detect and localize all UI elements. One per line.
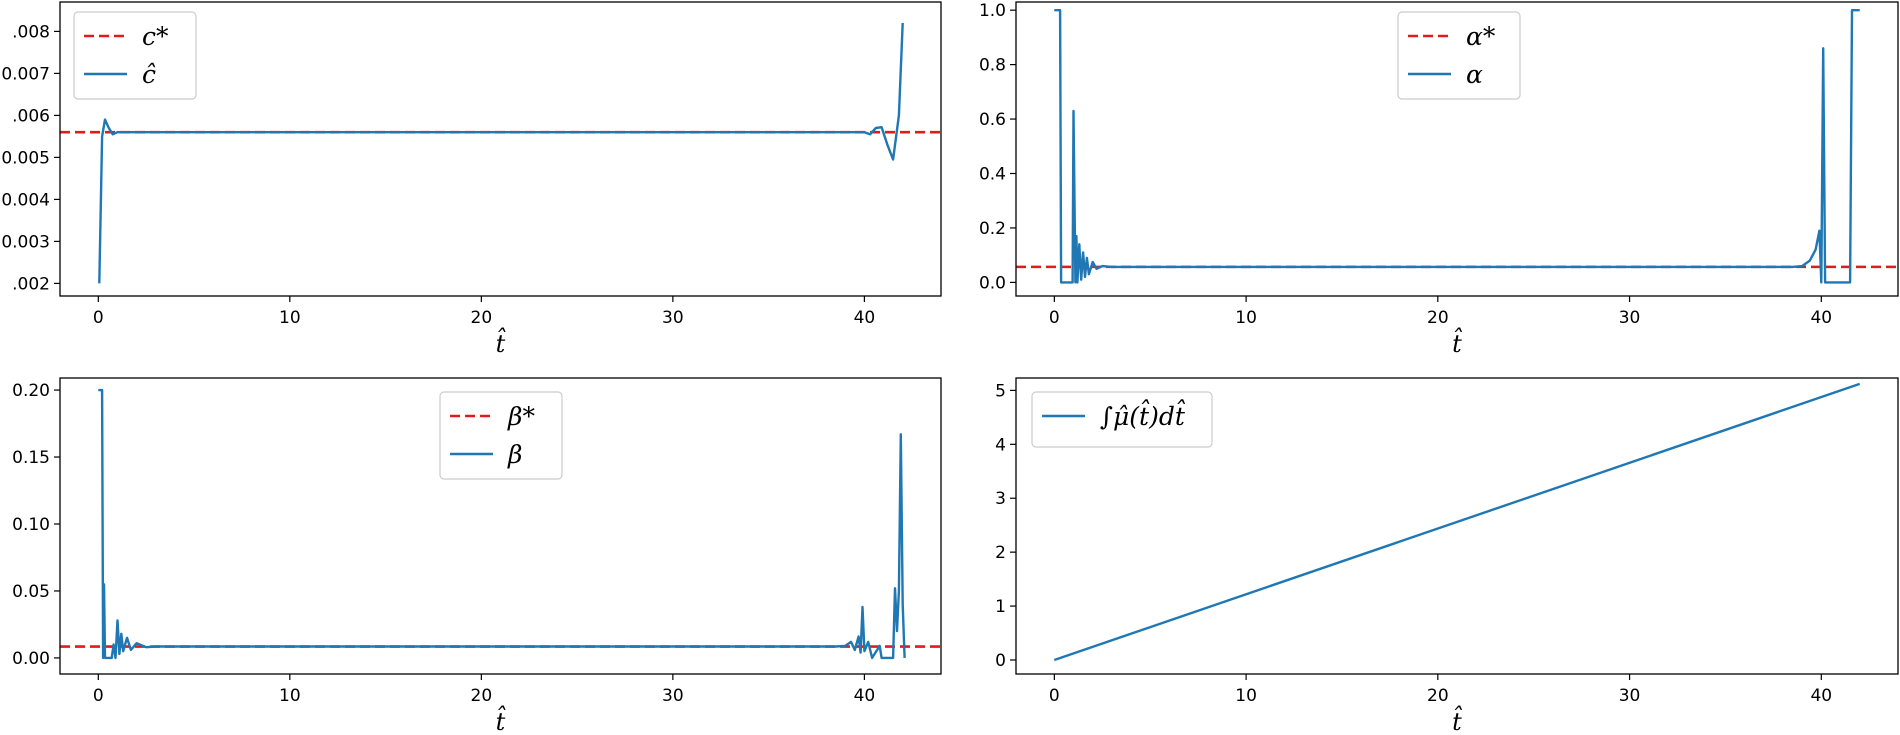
x-tick-label-2-4: 40 [1810, 308, 1832, 328]
chart-panel-4: 0 10 20 30 40 0 1 2 3 4 5 t̂ ∫μ̂(t̂)dt̂ [995, 377, 1899, 735]
y-tick-label-4-5: 5 [995, 381, 1006, 401]
x-tick-label-2-1: 10 [1235, 308, 1257, 328]
y-tick-label-1-1: 0.003 [1, 232, 50, 252]
y-tick-label-2-4: 0.8 [979, 56, 1006, 76]
x-tick-label-4-4: 40 [1810, 686, 1832, 706]
y-tick-label-2-2: 0.4 [979, 165, 1006, 185]
y-tick-label-2-3: 0.6 [979, 110, 1006, 130]
y-tick-label-3-1: 0.05 [12, 582, 50, 602]
x-axis-label-2: t̂ [1452, 327, 1463, 358]
legend-box-1 [73, 11, 197, 100]
x-tick-label-4-1: 10 [1235, 686, 1257, 706]
x-tick-label-2-2: 20 [1427, 308, 1449, 328]
legend-4: ∫μ̂(t̂)dt̂ [1031, 391, 1213, 448]
x-tick-label-4-0: 0 [1049, 686, 1060, 706]
y-tick-label-2-1: 0.2 [979, 219, 1006, 239]
y-tick-label-1-3: 0.005 [1, 148, 50, 168]
x-axis-label-3: t̂ [496, 705, 507, 735]
legend-label-1-2: ĉ [142, 60, 156, 89]
chart-panel-1: 0 10 20 30 40 .002 0.003 0.004 0.005 .006 0.007 .00… [1, 1, 942, 358]
series-line-2-1 [1054, 8, 1860, 284]
y-tick-label-1-4: .006 [12, 106, 50, 126]
x-tick-label-4-3: 30 [1619, 686, 1641, 706]
legend-box-4 [1031, 391, 1213, 448]
y-tick-label-3-2: 0.10 [12, 515, 50, 535]
x-tick-label-3-3: 30 [662, 686, 684, 706]
legend-label-2-1: α* [1466, 22, 1496, 51]
legend-box-2 [1397, 11, 1521, 100]
axes-frame-3 [59, 377, 942, 675]
legend-2: α* α [1397, 11, 1521, 100]
series-line-3-1 [98, 388, 906, 660]
y-tick-label-2-5: 1.0 [979, 1, 1006, 21]
series-line-4-1 [1053, 382, 1861, 662]
axes-frame-4 [1015, 377, 1899, 675]
x-tick-label-1-2: 20 [471, 308, 493, 328]
x-tick-label-3-4: 40 [854, 686, 876, 706]
y-tick-label-3-0: 0.00 [12, 649, 50, 669]
y-tick-label-4-0: 0 [995, 651, 1006, 671]
y-tick-label-4-3: 3 [995, 489, 1006, 509]
legend-label-3-2: β [507, 440, 522, 469]
x-tick-label-1-0: 0 [93, 308, 104, 328]
x-axis-label-4: t̂ [1452, 705, 1463, 735]
x-tick-label-3-1: 10 [279, 686, 301, 706]
x-axis-label-1: t̂ [496, 327, 507, 358]
y-tick-label-3-4: 0.20 [12, 381, 50, 401]
x-tick-label-3-2: 20 [471, 686, 493, 706]
x-tick-label-1-3: 30 [662, 308, 684, 328]
legend-3: β* β [439, 391, 563, 480]
x-tick-label-4-2: 20 [1427, 686, 1449, 706]
y-tick-label-3-3: 0.15 [12, 448, 50, 468]
x-tick-label-2-0: 0 [1049, 308, 1060, 328]
chart-panel-2: 0 10 20 30 40 0.0 0.2 0.4 0.6 0.8 1.0 t̂ α* α [979, 1, 1899, 358]
axes-frame-1 [59, 1, 942, 297]
x-tick-label-2-3: 30 [1619, 308, 1641, 328]
y-tick-label-1-6: .008 [12, 22, 50, 42]
legend-box-3 [439, 391, 563, 480]
y-tick-label-2-0: 0.0 [979, 273, 1006, 293]
y-tick-label-4-1: 1 [995, 597, 1006, 617]
x-tick-label-1-1: 10 [279, 308, 301, 328]
chart-panel-3: 0 10 20 30 40 0.00 0.05 0.10 0.15 0.20 t̂ β* β [12, 377, 942, 735]
legend-label-3-1: β* [507, 402, 535, 431]
series-line-1-1 [98, 22, 904, 284]
x-tick-label-3-0: 0 [93, 686, 104, 706]
legend-label-1-1: c* [142, 22, 169, 51]
axes-frame-2 [1015, 1, 1899, 297]
y-tick-label-1-0: .002 [12, 274, 50, 294]
legend-1: c* ĉ [73, 11, 197, 100]
legend-label-4-1: ∫μ̂(t̂)dt̂ [1100, 400, 1186, 431]
legend-label-2-2: α [1466, 60, 1483, 89]
y-tick-label-4-4: 4 [995, 435, 1006, 455]
y-tick-label-1-2: 0.004 [1, 190, 50, 210]
y-tick-label-4-2: 2 [995, 543, 1006, 563]
y-tick-label-1-5: 0.007 [1, 64, 50, 84]
x-tick-label-1-4: 40 [854, 308, 876, 328]
